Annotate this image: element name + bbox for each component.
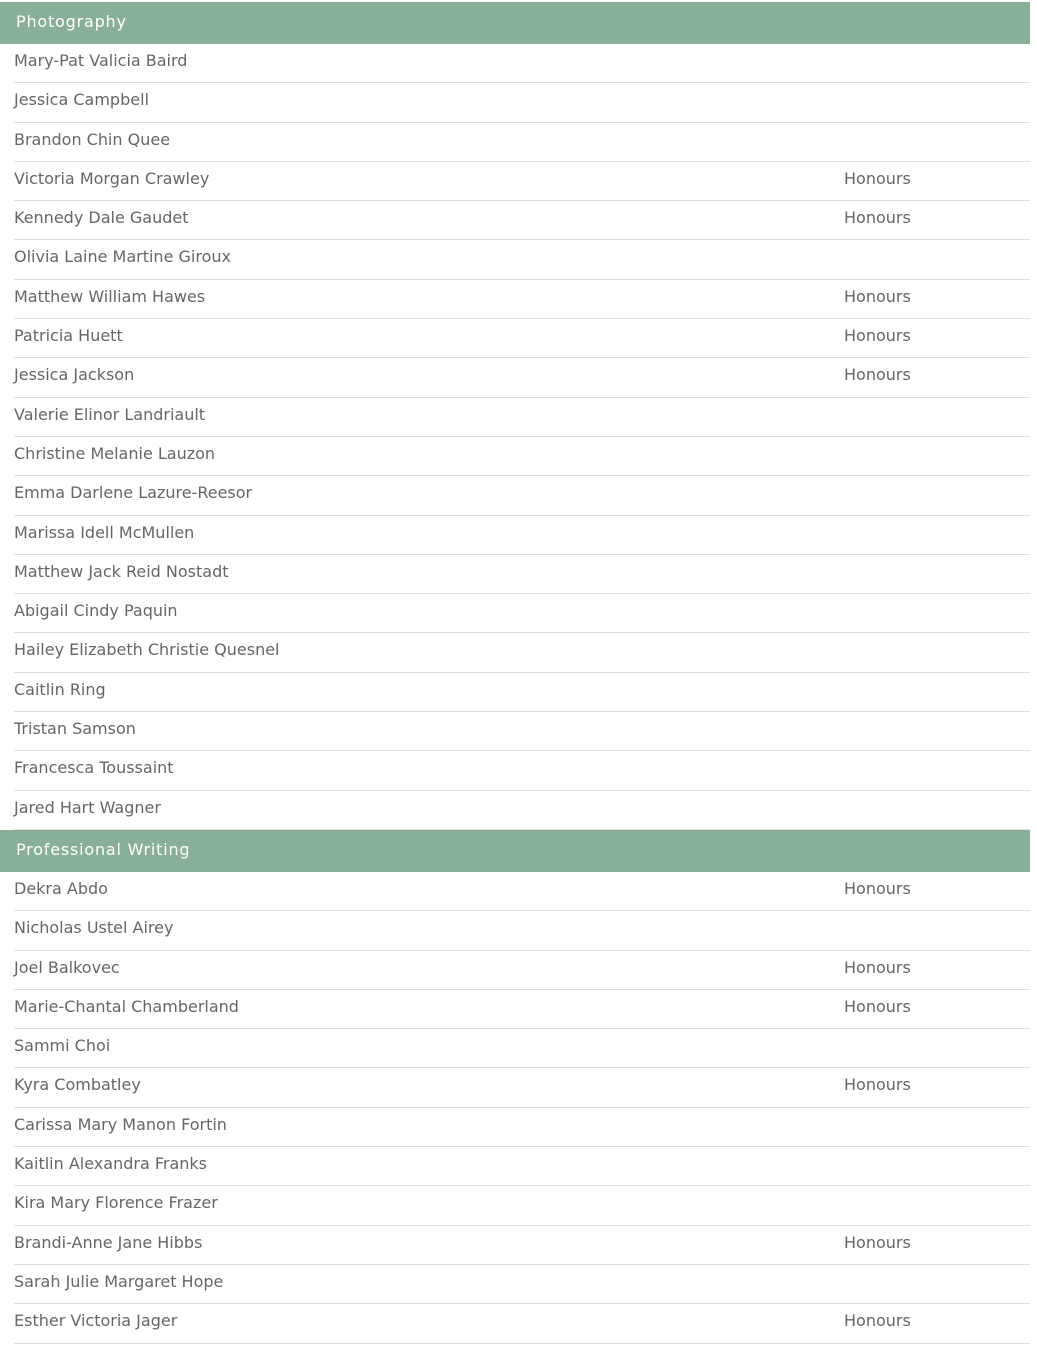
- table-row: Valerie Elinor Landriault: [14, 398, 1030, 437]
- student-name: Abigail Cindy Paquin: [14, 601, 178, 621]
- student-name: Matthew Jack Reid Nostadt: [14, 561, 229, 581]
- honours-label: Honours: [844, 365, 911, 385]
- table-row: Marissa Idell McMullen: [14, 516, 1030, 555]
- table-row: Nicholas Ustel Airey: [14, 911, 1030, 951]
- student-name: Victoria Morgan Crawley: [14, 168, 210, 188]
- table-row: Dekra Abdo Honours: [14, 872, 1030, 912]
- student-name: Olivia Laine Martine Giroux: [14, 247, 231, 267]
- table-row: Jessica Jackson Honours: [14, 358, 1030, 398]
- table-row: Hailey Elizabeth Christie Quesnel: [14, 633, 1030, 673]
- honours-label: Honours: [844, 208, 911, 228]
- section-header: Photography: [0, 2, 1030, 44]
- student-name: Marie-Chantal Chamberland: [14, 996, 239, 1016]
- honours-label: Honours: [844, 996, 911, 1016]
- table-row: Abigail Cindy Paquin: [14, 594, 1030, 634]
- table-row: Sarah Julie Margaret Hope: [14, 1265, 1030, 1305]
- table-row: Marie-Chantal Chamberland Honours: [14, 990, 1030, 1030]
- table-row: Olivia Laine Martine Giroux: [14, 240, 1030, 280]
- student-name: Jessica Jackson: [14, 365, 135, 385]
- student-name: Nicholas Ustel Airey: [14, 918, 174, 938]
- table-row: Sammi Choi: [14, 1029, 1030, 1069]
- table-row: Matthew William Hawes Honours: [14, 280, 1030, 320]
- honours-label: Honours: [844, 286, 911, 306]
- honours-label: Honours: [844, 957, 911, 977]
- student-name: Valerie Elinor Landriault: [14, 404, 206, 424]
- student-name: Dekra Abdo: [14, 878, 108, 898]
- honours-label: Honours: [844, 168, 911, 188]
- table-row: Esther Victoria Jager Honours: [14, 1304, 1030, 1344]
- student-name: Hailey Elizabeth Christie Quesnel: [14, 640, 280, 660]
- student-name: Marissa Idell McMullen: [14, 522, 195, 542]
- student-name: Francesca Toussaint: [14, 758, 174, 778]
- table-row: Patricia Huett Honours: [14, 319, 1030, 359]
- table-row: Christine Melanie Lauzon: [14, 437, 1030, 477]
- student-name: Sarah Julie Margaret Hope: [14, 1271, 224, 1291]
- honours-label: Honours: [844, 326, 911, 346]
- student-name: Esther Victoria Jager: [14, 1311, 178, 1331]
- honours-label: Honours: [844, 1232, 911, 1252]
- honours-label: Honours: [844, 878, 911, 898]
- table-row: Brandi-Anne Jane Hibbs Honours: [14, 1226, 1030, 1265]
- student-name: Brandi-Anne Jane Hibbs: [14, 1232, 203, 1252]
- student-name: Kaitlin Alexandra Franks: [14, 1154, 208, 1174]
- student-name: Jessica Campbell: [14, 90, 149, 110]
- table-row: Brandon Chin Quee: [14, 123, 1030, 162]
- table-row: Carissa Mary Manon Fortin: [14, 1108, 1030, 1148]
- student-name: Kira Mary Florence Frazer: [14, 1193, 218, 1213]
- table-row: Caitlin Ring: [14, 673, 1030, 713]
- table-row: Kennedy Dale Gaudet Honours: [14, 201, 1030, 241]
- table-row: Jared Hart Wagner: [14, 791, 1030, 830]
- honours-label: Honours: [844, 1311, 911, 1331]
- student-name: Patricia Huett: [14, 326, 123, 346]
- student-name: Matthew William Hawes: [14, 286, 206, 306]
- student-name: Joel Balkovec: [14, 957, 120, 977]
- student-name: Carissa Mary Manon Fortin: [14, 1114, 227, 1134]
- student-name: Caitlin Ring: [14, 679, 106, 699]
- table-row: Tristan Samson: [14, 712, 1030, 752]
- honours-label: Honours: [844, 1075, 911, 1095]
- student-name: Jared Hart Wagner: [14, 797, 161, 817]
- table-row: Victoria Morgan Crawley Honours: [14, 162, 1030, 202]
- student-name: Sammi Choi: [14, 1036, 111, 1056]
- student-name: Tristan Samson: [14, 719, 136, 739]
- section-header: Professional Writing: [0, 829, 1030, 872]
- student-name: Mary-Pat Valicia Baird: [14, 51, 188, 70]
- table-row: Jessica Campbell: [14, 83, 1030, 123]
- student-name: Christine Melanie Lauzon: [14, 443, 216, 463]
- student-name: Brandon Chin Quee: [14, 129, 171, 149]
- student-name: Emma Darlene Lazure-Reesor: [14, 483, 253, 503]
- table-row: Mary-Pat Valicia Baird: [14, 44, 1030, 84]
- table-row: Emma Darlene Lazure-Reesor: [14, 476, 1030, 516]
- table-row: Francesca Toussaint: [14, 751, 1030, 791]
- table-row: Joel Balkovec Honours: [14, 951, 1030, 990]
- table-row: Kyra Combatley Honours: [14, 1068, 1030, 1108]
- table-row: Kira Mary Florence Frazer: [14, 1186, 1030, 1226]
- student-name: Kyra Combatley: [14, 1075, 141, 1095]
- student-name: Kennedy Dale Gaudet: [14, 208, 189, 228]
- table-row: Kaitlin Alexandra Franks: [14, 1147, 1030, 1187]
- table-row: Matthew Jack Reid Nostadt: [14, 555, 1030, 595]
